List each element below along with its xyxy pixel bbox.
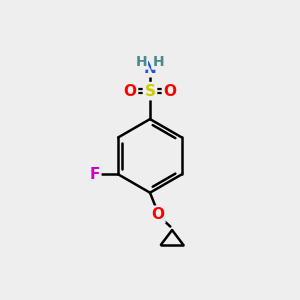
Text: O: O [151,207,164,222]
Text: N: N [144,61,156,76]
Text: O: O [124,84,136,99]
Text: O: O [164,84,176,99]
Text: H: H [152,55,164,69]
Text: F: F [89,167,100,182]
Text: H: H [135,55,147,69]
Text: S: S [145,84,155,99]
